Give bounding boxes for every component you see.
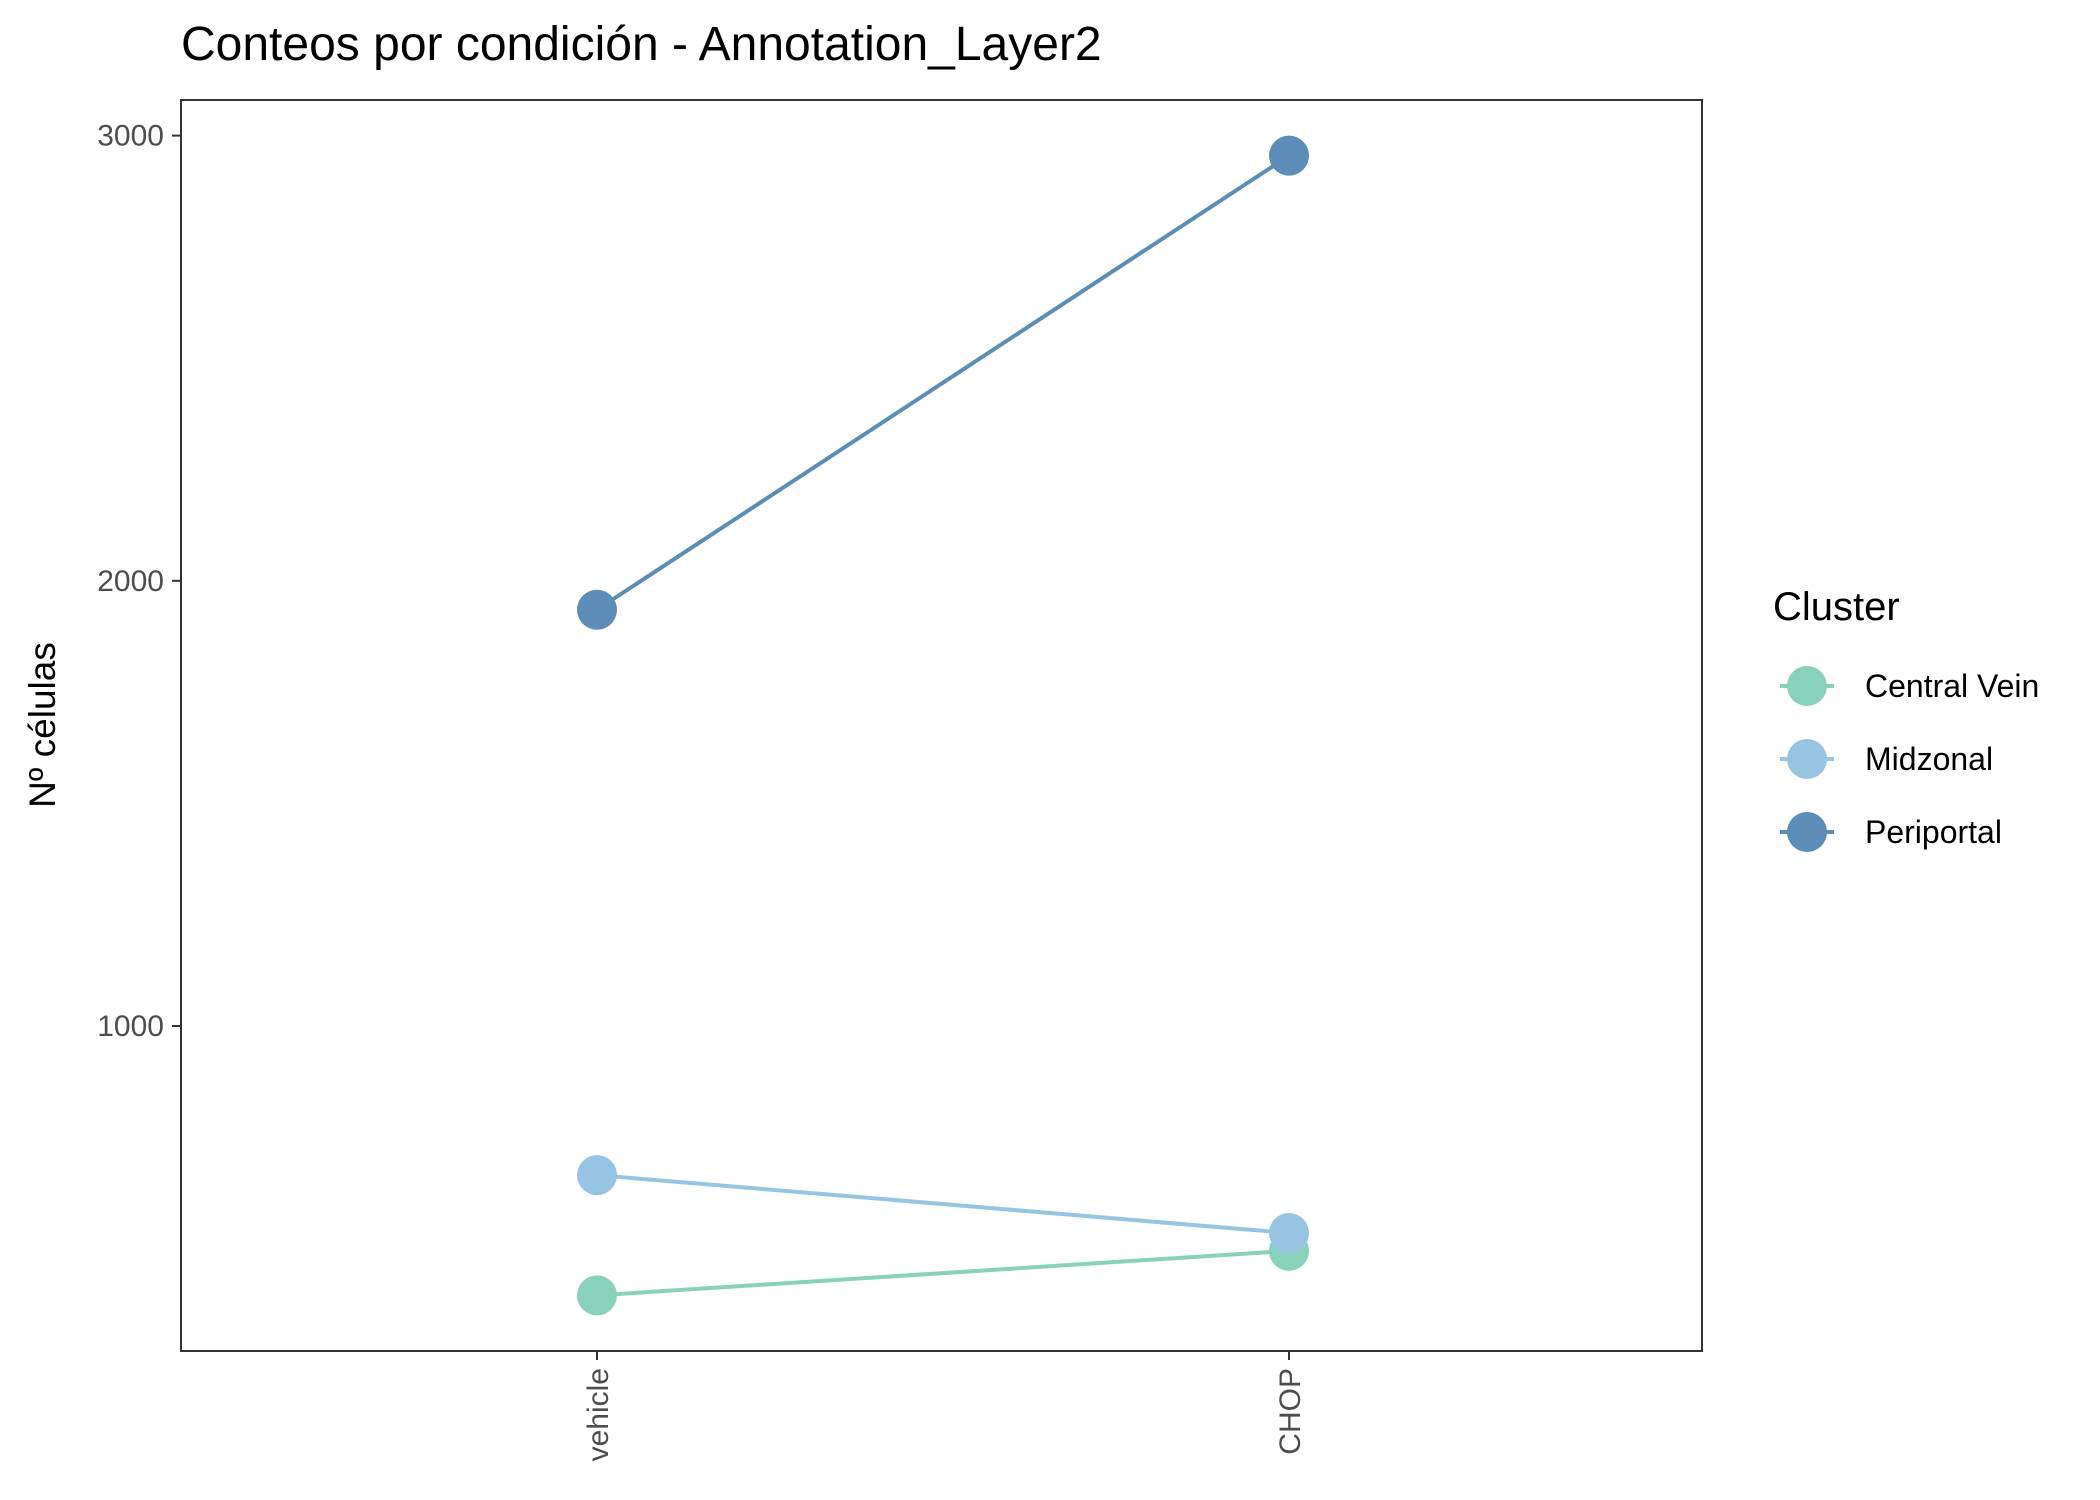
legend-item-periportal: Periportal bbox=[1780, 812, 2002, 852]
legend-label: Central Vein bbox=[1865, 668, 2039, 704]
legend-item-central-vein: Central Vein bbox=[1780, 666, 2039, 706]
y-tick-label: 3000 bbox=[97, 120, 164, 153]
series-points bbox=[577, 135, 1309, 1316]
series-lines bbox=[595, 153, 1291, 1298]
legend-key-point bbox=[1787, 666, 1827, 706]
data-point-periportal-vehicle bbox=[577, 589, 617, 630]
legend-label: Midzonal bbox=[1865, 741, 1993, 777]
chart-title: Conteos por condición - Annotation_Layer… bbox=[181, 18, 1102, 71]
y-tick-label: 1000 bbox=[97, 1010, 164, 1043]
legend-label: Periportal bbox=[1865, 814, 2002, 850]
legend-item-midzonal: Midzonal bbox=[1780, 739, 1993, 779]
legend-key-point bbox=[1787, 812, 1827, 852]
y-tick-label: 2000 bbox=[97, 565, 164, 598]
data-point-midzonal-chop bbox=[1269, 1213, 1309, 1254]
series-line-periportal bbox=[595, 153, 1291, 612]
x-axis: vehicle CHOP bbox=[582, 1351, 1307, 1461]
x-tick-label: CHOP bbox=[1274, 1368, 1307, 1455]
legend-key-point bbox=[1787, 739, 1827, 779]
data-point-central-vein-vehicle bbox=[577, 1275, 617, 1316]
data-point-midzonal-vehicle bbox=[577, 1155, 617, 1196]
plot-panel bbox=[180, 99, 1703, 1352]
series-line-midzonal bbox=[596, 1173, 1290, 1236]
y-axis: 1000 2000 3000 bbox=[97, 120, 181, 1043]
legend: Cluster Central Vein Midzonal Periportal bbox=[1773, 585, 2039, 852]
y-axis-title: Nº células bbox=[22, 642, 63, 808]
x-tick-label: vehicle bbox=[582, 1368, 615, 1461]
legend-title: Cluster bbox=[1773, 585, 1900, 629]
data-point-periportal-chop bbox=[1269, 135, 1309, 176]
series-line-central-vein bbox=[596, 1248, 1290, 1298]
